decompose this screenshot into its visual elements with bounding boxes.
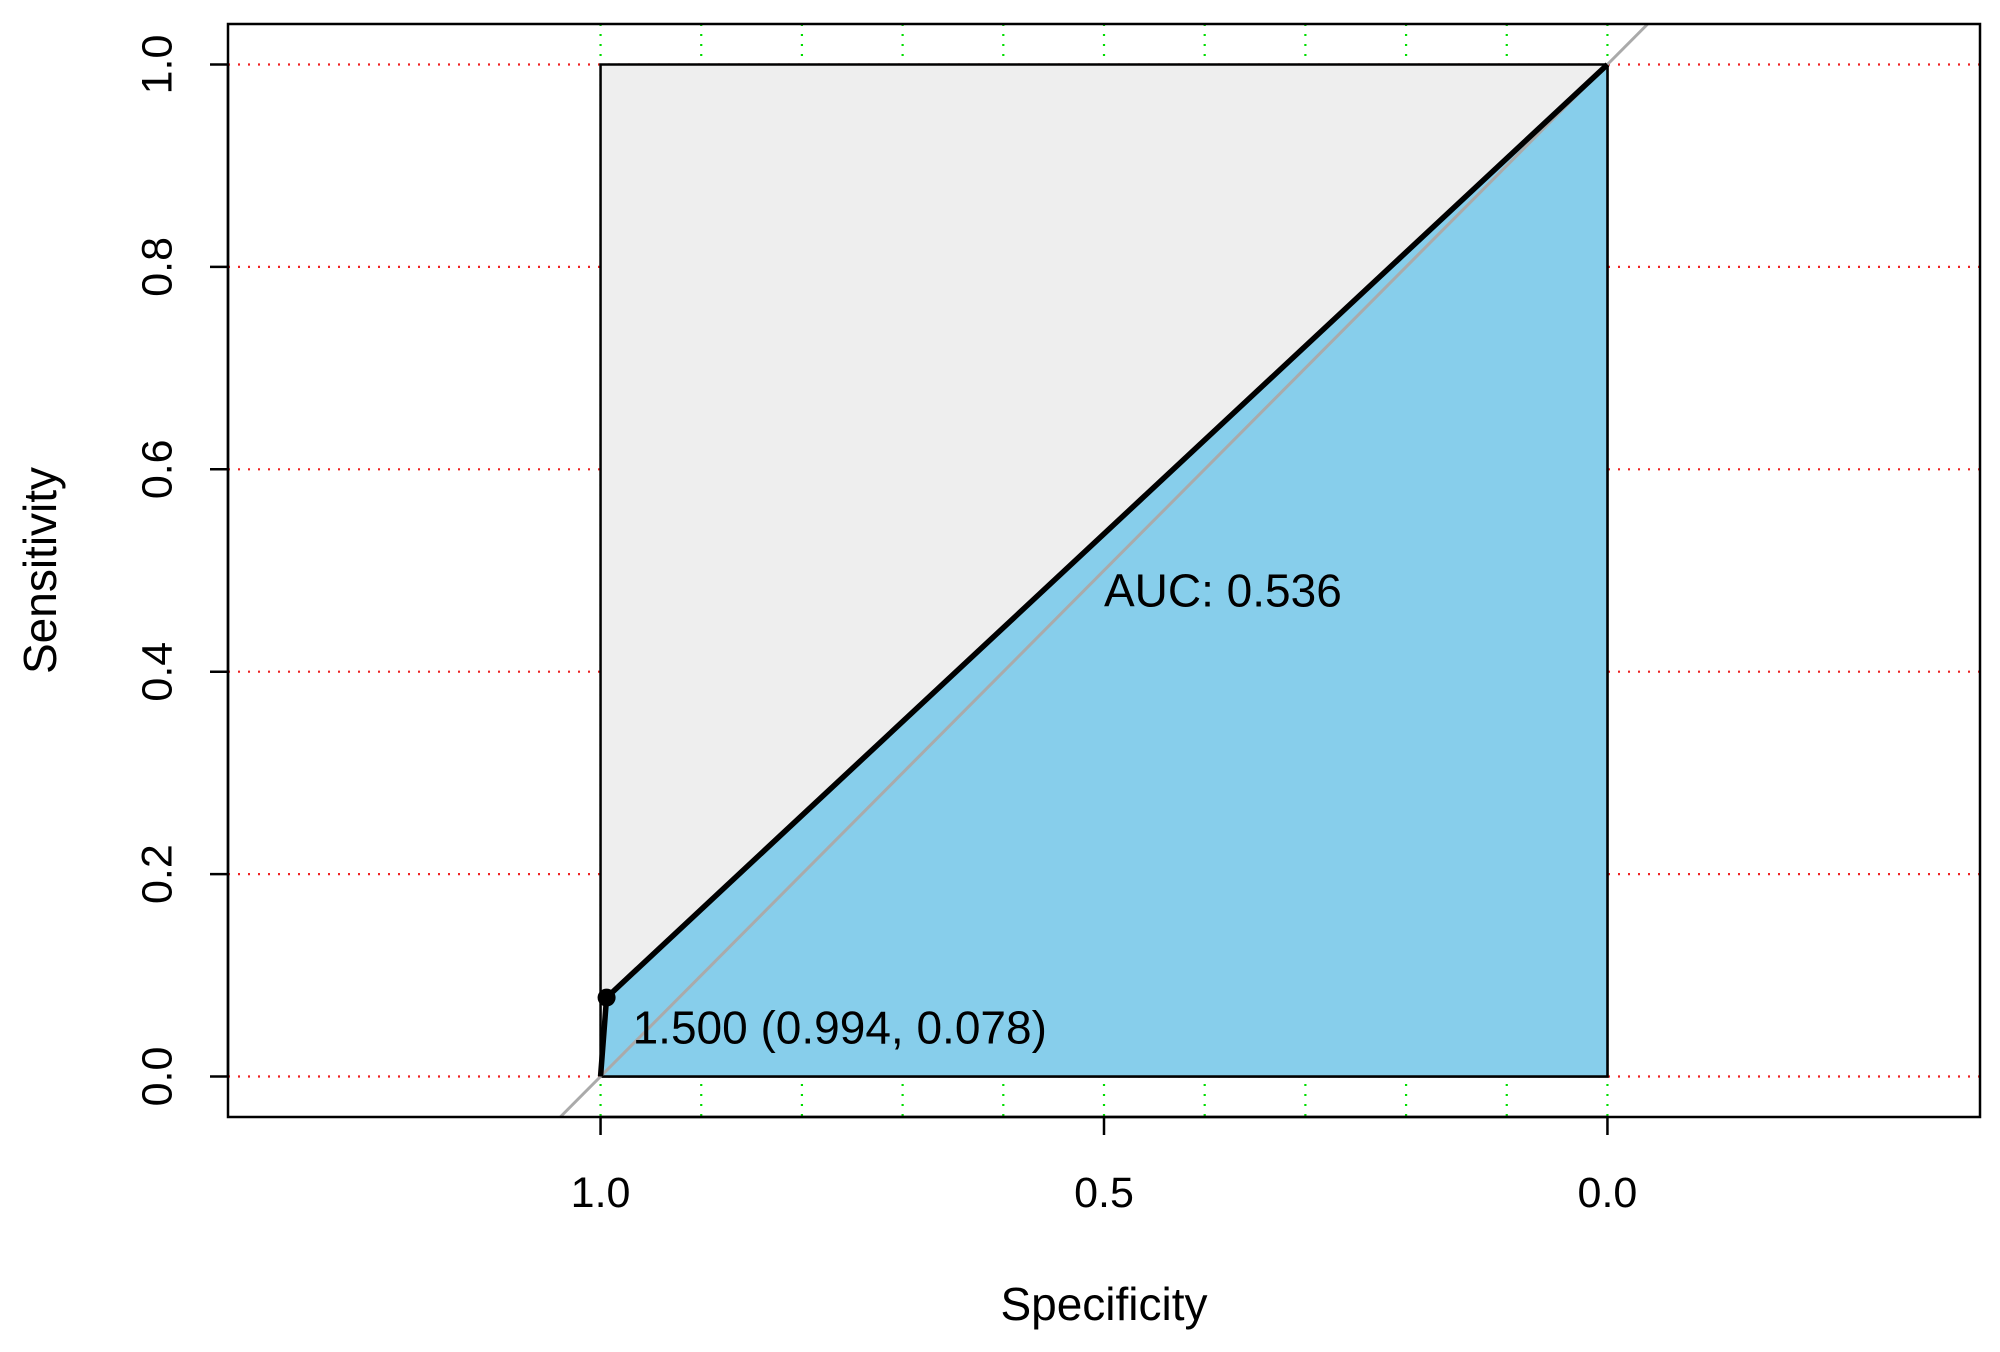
x-tick-label: 0.0 xyxy=(1578,1169,1638,1217)
y-axis-title: Sensitivity xyxy=(14,467,66,674)
y-axis: 0.0 0.2 0.4 0.6 0.8 1.0 xyxy=(133,35,230,1107)
x-axis: 1.0 0.5 0.0 xyxy=(571,1115,1638,1217)
y-tick-label: 1.0 xyxy=(133,35,181,95)
reference-diagonal-line xyxy=(559,22,1649,1119)
y-tick-label: 0.6 xyxy=(133,439,181,499)
y-tick-label: 0.2 xyxy=(133,844,181,904)
best-threshold-point xyxy=(597,988,616,1007)
auc-label: AUC: 0.536 xyxy=(1104,565,1342,617)
best-threshold-label: 1.500 (0.994, 0.078) xyxy=(633,1002,1047,1054)
y-tick-label: 0.0 xyxy=(133,1047,181,1107)
y-tick-label: 0.8 xyxy=(133,237,181,297)
x-tick-label: 1.0 xyxy=(571,1169,631,1217)
x-tick-label: 0.5 xyxy=(1074,1169,1134,1217)
y-tick-label: 0.4 xyxy=(133,642,181,702)
x-axis-title: Specificity xyxy=(1000,1278,1207,1330)
